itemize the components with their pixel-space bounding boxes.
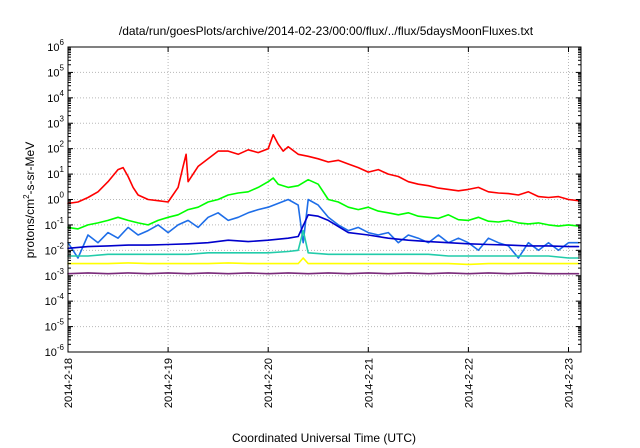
y-tick-base: 10: [45, 245, 57, 257]
y-tick-exp: 2: [60, 140, 65, 149]
y-tick-base: 10: [45, 271, 57, 283]
y-tick-label: 10-3: [45, 267, 65, 283]
y-tick-base: 10: [47, 67, 59, 79]
y-tick-label: 10-4: [45, 292, 65, 308]
x-tick-label: 2014-2-22: [463, 358, 475, 408]
y-tick-label: 103: [47, 114, 64, 130]
y-tick-exp: -3: [57, 267, 65, 276]
series-layer: [67, 134, 580, 275]
y-tick-label: 105: [47, 63, 64, 79]
y-tick-base: 10: [47, 144, 59, 156]
y-axis-label-post: -s-sr-MeV: [23, 142, 37, 195]
y-tick-base: 10: [47, 93, 59, 105]
series-line-1: [67, 134, 580, 205]
y-tick-base: 10: [45, 347, 57, 359]
y-axis-label-sup: 2: [22, 194, 31, 199]
y-tick-exp: -2: [57, 241, 65, 250]
x-tick-label: 2014-2-18: [63, 358, 75, 408]
y-tick-label: 101: [47, 165, 64, 181]
y-tick-exp: 6: [60, 38, 65, 47]
y-tick-exp: -1: [57, 216, 65, 225]
plot-frame: [67, 46, 582, 353]
y-tick-label: 10-2: [45, 241, 65, 257]
y-tick-exp: -5: [57, 318, 65, 327]
y-tick-base: 10: [45, 296, 57, 308]
tick-layer: 10-610-510-410-310-210-11001011021031041…: [45, 38, 581, 408]
x-tick-label: 2014-2-19: [163, 358, 175, 408]
y-axis-label: protons/cm2-s-sr-MeV: [22, 142, 37, 258]
y-tick-base: 10: [47, 195, 59, 207]
y-tick-label: 10-1: [45, 216, 65, 232]
y-tick-base: 10: [45, 220, 57, 232]
series-line-7: [67, 272, 580, 275]
y-tick-exp: -6: [57, 343, 65, 352]
series-line-6: [67, 257, 580, 266]
y-tick-exp: 1: [60, 165, 65, 174]
y-tick-exp: 0: [60, 191, 65, 200]
grid: [67, 46, 581, 353]
y-tick-base: 10: [47, 169, 59, 181]
series-line-2: [67, 177, 580, 230]
series-line-4: [67, 214, 580, 250]
x-axis-label: Coordinated Universal Time (UTC): [232, 431, 416, 445]
y-axis-label-pre: protons/cm: [23, 199, 37, 258]
y-tick-base: 10: [47, 42, 59, 54]
y-tick-exp: -4: [57, 292, 65, 301]
series-line-3: [67, 198, 580, 259]
x-tick-label: 2014-2-21: [363, 358, 375, 408]
y-tick-label: 10-6: [45, 343, 65, 359]
x-tick-label: 2014-2-23: [563, 358, 575, 408]
y-tick-label: 100: [47, 191, 64, 207]
series-line-5: [67, 229, 580, 259]
y-tick-exp: 3: [60, 114, 65, 123]
chart-title: /data/run/goesPlots/archive/2014-02-23/0…: [119, 24, 534, 38]
y-tick-label: 104: [47, 89, 64, 105]
y-tick-base: 10: [47, 118, 59, 130]
y-tick-exp: 4: [60, 89, 65, 98]
x-tick-label: 2014-2-20: [263, 358, 275, 408]
y-tick-base: 10: [45, 322, 57, 334]
y-tick-label: 106: [47, 38, 64, 54]
y-tick-label: 102: [47, 140, 64, 156]
y-tick-exp: 5: [60, 63, 65, 72]
y-tick-label: 10-5: [45, 318, 65, 334]
svg-text:protons/cm2-s-sr-MeV: protons/cm2-s-sr-MeV: [22, 142, 37, 258]
